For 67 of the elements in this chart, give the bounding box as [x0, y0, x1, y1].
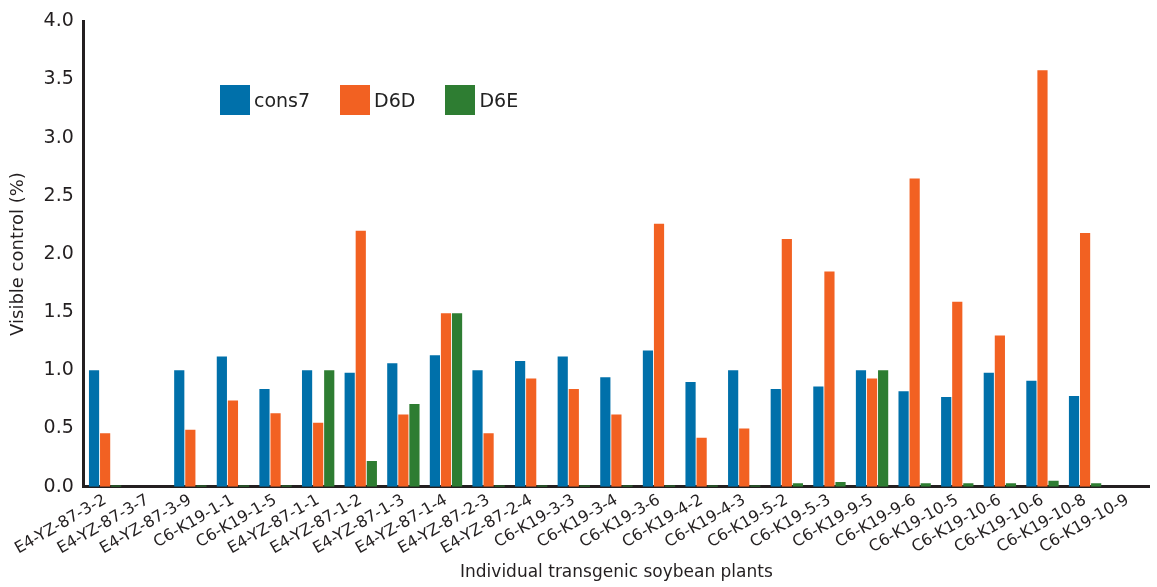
bar: [653, 223, 665, 487]
y-tick-label: 1.5: [43, 299, 74, 322]
bar: [770, 388, 781, 487]
bar: [1068, 395, 1080, 487]
bar: [313, 422, 324, 487]
y-tick-label: 1.0: [43, 357, 74, 380]
y-tick-label: 3.0: [43, 124, 74, 147]
bar: [994, 335, 1005, 487]
bar: [483, 433, 494, 487]
bar: [270, 413, 281, 487]
bar: [739, 428, 750, 487]
legend-label: D6D: [374, 89, 416, 111]
bar: [387, 363, 398, 487]
x-axis-title: Individual transgenic soybean plants: [460, 561, 773, 582]
bar: [216, 356, 227, 487]
y-tick-label: 0.5: [43, 415, 74, 438]
bar: [440, 313, 452, 487]
bar: [909, 178, 920, 487]
bar: [88, 370, 100, 487]
bar: [685, 381, 696, 487]
bar: [1037, 70, 1048, 487]
bar: [952, 301, 963, 487]
bar: [259, 388, 270, 487]
y-tick-label: 3.5: [43, 66, 74, 89]
bar: [642, 350, 654, 487]
y-tick-label: 2.0: [43, 240, 74, 263]
bar: [398, 414, 409, 487]
bar: [611, 414, 622, 487]
bar: [600, 377, 611, 487]
bar: [1048, 480, 1059, 487]
bar: [526, 378, 537, 487]
bar: [324, 370, 335, 487]
bar: [855, 370, 867, 487]
bar: [409, 404, 420, 487]
bar: [898, 391, 909, 487]
legend-label: cons7: [254, 89, 311, 111]
bar: [781, 238, 792, 487]
bar: [451, 313, 463, 487]
bar: [728, 370, 739, 487]
y-axis-title: Visible control (%): [6, 172, 28, 336]
bar: [696, 437, 707, 487]
bar: [174, 370, 185, 487]
y-tick-label: 0.0: [43, 473, 74, 496]
legend-label: D6E: [479, 89, 519, 111]
bar: [866, 378, 878, 487]
bar: [878, 370, 889, 487]
y-tick-label: 4.0: [43, 8, 74, 31]
bar: [515, 361, 526, 487]
bar: [472, 370, 483, 487]
bar: [568, 388, 579, 487]
bar: [185, 429, 196, 487]
bar: [227, 400, 239, 487]
bar: [941, 397, 952, 487]
bar: [355, 230, 366, 487]
y-tick-label: 2.5: [43, 182, 74, 205]
bar: [344, 372, 355, 487]
bar: [1026, 380, 1037, 487]
bar: [835, 481, 846, 487]
bar: [366, 461, 377, 487]
bar: [813, 386, 824, 487]
bar: [983, 372, 994, 487]
bar: [557, 356, 568, 487]
bar: [429, 355, 440, 487]
bar: [100, 433, 111, 487]
bar: [301, 370, 313, 487]
bar: [824, 271, 835, 487]
bar: [1079, 233, 1091, 487]
